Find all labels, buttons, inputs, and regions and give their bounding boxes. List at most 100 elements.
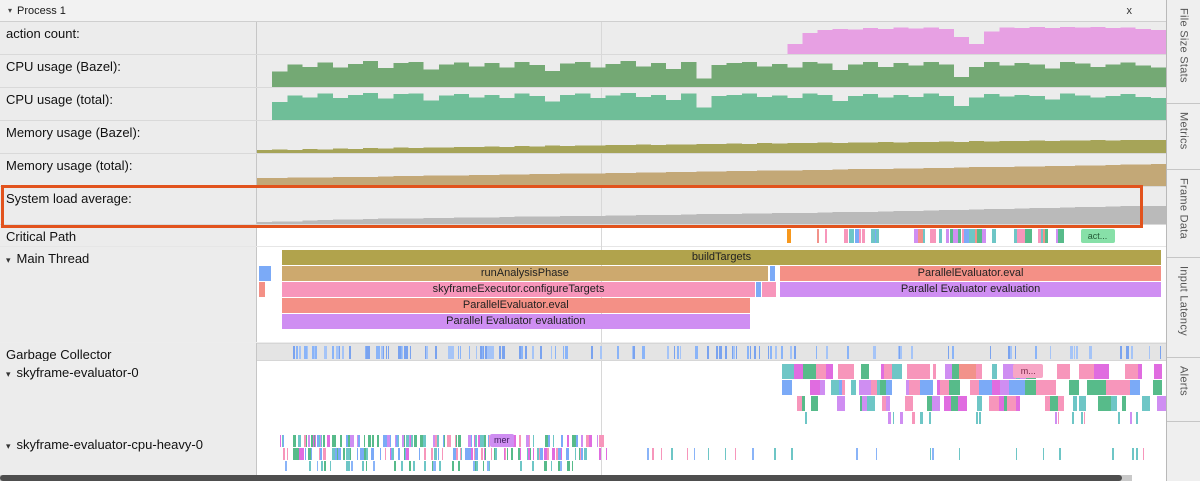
slice-runanalysisphase[interactable]: runAnalysisPhase: [281, 266, 768, 281]
trace-event: [1036, 380, 1048, 395]
trace-event: [900, 412, 903, 424]
trace-event: [507, 448, 509, 460]
cpu-heavy-chip[interactable]: mer: [489, 434, 514, 447]
horizontal-scrollbar[interactable]: [0, 475, 1132, 481]
trace-event: [1014, 229, 1017, 243]
trace-event: [511, 448, 514, 460]
trace-event: [349, 448, 352, 460]
trace-event: [1015, 346, 1017, 359]
skyframe-evaluator-cpu-heavy-0-track[interactable]: mer: [257, 433, 1166, 475]
trace-event: [1055, 412, 1057, 424]
trace-event: [386, 346, 388, 359]
disclosure-arrow-icon[interactable]: ▾: [6, 255, 11, 265]
slice[interactable]: [258, 282, 266, 297]
trace-event: [917, 229, 924, 243]
trace-event: [392, 448, 395, 460]
trace-event: [517, 448, 521, 460]
trace-event: [435, 346, 438, 359]
track-label-cell: ▾ skyframe-evaluator-cpu-heavy-0: [0, 433, 257, 475]
trace-event: [361, 461, 364, 471]
trace-event: [974, 229, 978, 243]
memory-bazel-chart[interactable]: [257, 121, 1166, 153]
trace-event: [308, 461, 312, 471]
slice[interactable]: [770, 266, 776, 281]
process-title: Process 1: [17, 4, 66, 17]
trace-event: [977, 229, 982, 243]
trace-event: [1069, 380, 1080, 395]
trace-event: [1010, 346, 1013, 359]
trace-event: [372, 435, 375, 447]
trace-event: [532, 461, 534, 471]
track-label: System load average:: [6, 191, 132, 206]
critical-path-track[interactable]: act...: [257, 225, 1166, 246]
trace-event: [565, 346, 567, 359]
trace-event: [1102, 396, 1112, 411]
trace-event: [282, 435, 284, 447]
close-button[interactable]: x: [1126, 4, 1133, 17]
trace-event: [921, 229, 926, 243]
trace-event: [314, 346, 317, 359]
trace-event: [991, 364, 998, 379]
tab-input-latency[interactable]: Input Latency: [1167, 258, 1200, 358]
trace-event: [337, 346, 341, 359]
trace-event: [540, 448, 544, 460]
trace-event: [484, 448, 487, 460]
slice-parallel-evaluator-evaluation[interactable]: Parallel Evaluator evaluation: [281, 314, 750, 329]
trace-event: [554, 346, 556, 359]
slice-parallelevaluator-eval[interactable]: ParallelEvaluator.eval: [281, 298, 750, 313]
evaluator-chip[interactable]: m...: [1013, 364, 1044, 378]
trace-event: [319, 435, 321, 447]
trace-event: [304, 448, 307, 460]
main-thread-track[interactable]: buildTargets runAnalysisPhase ParallelEval…: [257, 247, 1166, 342]
action-count-chart[interactable]: [257, 22, 1166, 54]
trace-event: [589, 435, 592, 447]
system-load-chart[interactable]: [257, 187, 1166, 224]
process-header: ▾ Process 1 x: [0, 0, 1166, 22]
slice-parallel-evaluator-evaluation[interactable]: Parallel Evaluator evaluation: [780, 282, 1161, 297]
trace-event: [1106, 380, 1118, 395]
trace-event: [1050, 396, 1058, 411]
trace-event: [854, 229, 860, 243]
tab-file-size-stats[interactable]: File Size Stats: [1167, 0, 1200, 104]
scrollbar-thumb[interactable]: [0, 475, 1122, 481]
slice[interactable]: [258, 266, 272, 281]
cpu-total-chart[interactable]: [257, 88, 1166, 120]
trace-event: [555, 448, 560, 460]
tab-frame-data[interactable]: Frame Data: [1167, 170, 1200, 258]
trace-event: [679, 346, 681, 359]
tab-metrics[interactable]: Metrics: [1167, 104, 1200, 170]
trace-event: [912, 412, 915, 424]
cpu-bazel-chart[interactable]: [257, 55, 1166, 87]
disclosure-arrow-icon[interactable]: ▾: [6, 441, 11, 451]
trace-event: [483, 461, 485, 471]
slice-skyframeexecutor-configuretargets[interactable]: skyframeExecutor.configureTargets: [281, 282, 756, 297]
trace-event: [513, 435, 516, 447]
slice-parallelevaluator-eval[interactable]: ParallelEvaluator.eval: [780, 266, 1161, 281]
trace-event: [342, 346, 345, 359]
trace-event: [460, 448, 463, 460]
trace-event: [848, 364, 854, 379]
evaluator-events: [257, 361, 1166, 433]
trace-event: [930, 448, 932, 460]
garbage-collector-track[interactable]: [257, 343, 1166, 361]
trace-event: [324, 346, 327, 359]
slice[interactable]: [762, 282, 777, 297]
trace-event: [482, 346, 484, 359]
slice[interactable]: [756, 282, 762, 297]
memory-total-chart[interactable]: [257, 154, 1166, 186]
tab-alerts[interactable]: Alerts: [1167, 358, 1200, 422]
garbage-collector-row: Garbage Collector: [0, 343, 1166, 361]
trace-event: [437, 435, 439, 447]
track-label: CPU usage (Bazel):: [6, 59, 121, 74]
critical-path-chip[interactable]: act...: [1080, 229, 1115, 243]
trace-event: [519, 448, 522, 460]
skyframe-evaluator-0-track[interactable]: m...: [257, 361, 1166, 433]
trace-event: [1096, 364, 1110, 379]
trace-event: [455, 448, 458, 460]
trace-event: [575, 448, 577, 460]
trace-event: [958, 396, 967, 411]
disclosure-arrow-icon[interactable]: ▾: [6, 369, 11, 379]
trace-event: [526, 435, 529, 447]
collapse-icon[interactable]: ▾: [8, 6, 13, 15]
slice-buildtargets[interactable]: buildTargets: [281, 250, 1161, 265]
